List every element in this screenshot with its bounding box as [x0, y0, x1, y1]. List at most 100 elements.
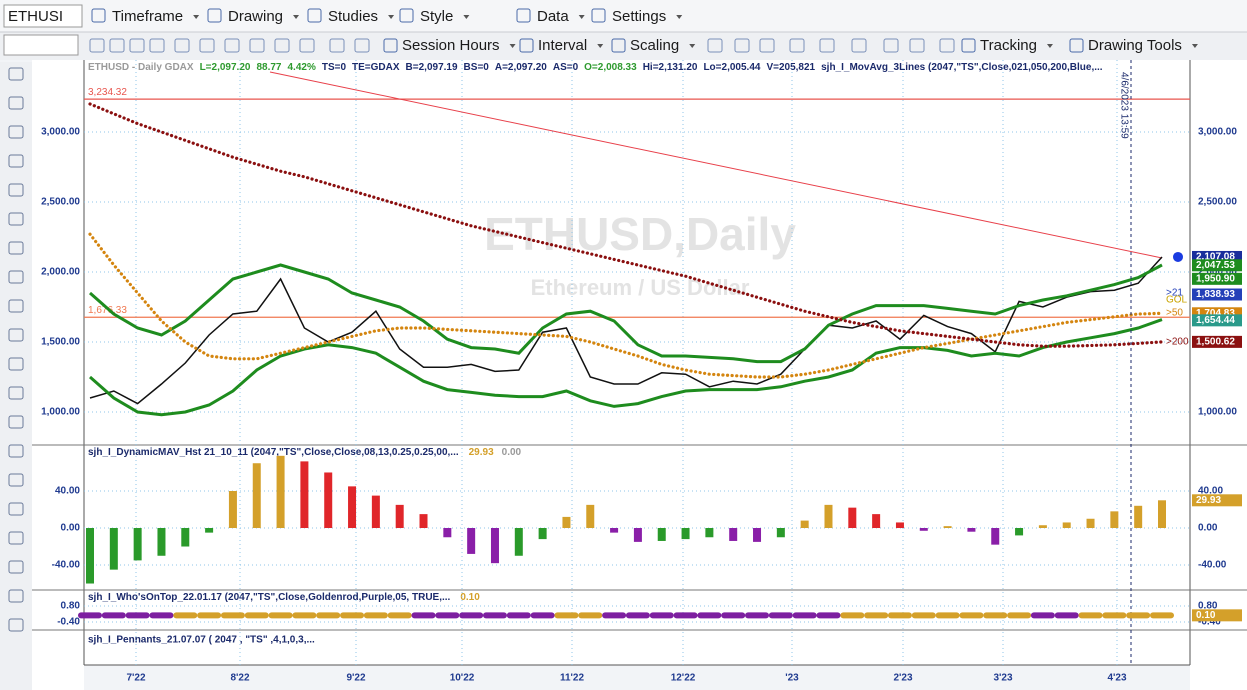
- tool[interactable]: [8, 531, 24, 545]
- who-dot: [1054, 612, 1079, 619]
- hist-bar: [1062, 522, 1071, 529]
- icon: [519, 38, 534, 53]
- toolbar-button[interactable]: Style: [420, 8, 453, 25]
- icon: [591, 8, 606, 23]
- tool[interactable]: [8, 589, 24, 603]
- series-line: [89, 318, 1163, 417]
- tool[interactable]: [8, 241, 24, 255]
- tool-button[interactable]: [883, 38, 899, 53]
- tool[interactable]: [8, 502, 24, 516]
- x-tick-label: 7'22: [126, 673, 146, 684]
- tool-button[interactable]: [274, 38, 290, 53]
- toolbar-button[interactable]: Drawing Tools: [1088, 37, 1182, 54]
- who-dot: [578, 612, 603, 619]
- hist-bar: [991, 528, 1000, 545]
- y-tick-label: 3,000.00: [1198, 127, 1237, 138]
- price-tag-label: 1,500.62: [1196, 337, 1235, 348]
- who-dot: [149, 612, 174, 619]
- series-line: [88, 232, 1164, 379]
- hist-bar: [419, 514, 428, 529]
- tool[interactable]: [8, 618, 24, 632]
- tool[interactable]: [8, 96, 24, 110]
- who-dot: [1102, 612, 1127, 619]
- tool-button[interactable]: [329, 38, 345, 53]
- tool[interactable]: [8, 357, 24, 371]
- hist-bar: [729, 528, 738, 541]
- tool-button[interactable]: [707, 38, 723, 53]
- tool[interactable]: [8, 299, 24, 313]
- who-dot: [435, 612, 460, 619]
- hist-bar: [776, 528, 785, 538]
- y-tick-label: 1,000.00: [1198, 407, 1237, 418]
- tool-icons: [8, 67, 24, 632]
- toolbar-button[interactable]: Data: [537, 8, 569, 25]
- x-tick-label: 10'22: [450, 673, 475, 684]
- tool[interactable]: [8, 473, 24, 487]
- who-dot: [697, 612, 722, 619]
- tool[interactable]: [8, 415, 24, 429]
- icon: [207, 8, 222, 23]
- hist-bar: [157, 528, 166, 556]
- symbol[interactable]: ETHUSI: [8, 8, 63, 25]
- hist-bar: [633, 528, 642, 542]
- price-tag: [1192, 314, 1242, 327]
- toolbar-button[interactable]: Interval: [538, 37, 587, 54]
- who-dot: [340, 612, 365, 619]
- tool-button[interactable]: [174, 38, 190, 53]
- who-tag: [1192, 609, 1242, 622]
- tool[interactable]: [8, 183, 24, 197]
- tool-button[interactable]: [109, 38, 125, 53]
- tool-button[interactable]: [909, 38, 925, 53]
- dropdown-arrow: [388, 15, 395, 19]
- status-item: 88.77: [256, 62, 281, 73]
- hist-bar: [443, 528, 452, 538]
- tool-button[interactable]: [249, 38, 265, 53]
- tool-button[interactable]: [734, 38, 750, 53]
- tool-button[interactable]: [939, 38, 955, 53]
- who-dot: [1030, 612, 1055, 619]
- tool[interactable]: [8, 444, 24, 458]
- toolbar-button[interactable]: Tracking: [980, 37, 1037, 54]
- tool-button[interactable]: [759, 38, 775, 53]
- who-dot: [649, 612, 674, 619]
- x-tick-label: 9'22: [346, 673, 366, 684]
- tool[interactable]: [8, 560, 24, 574]
- toolbar-button[interactable]: Scaling: [630, 37, 679, 54]
- tool-button[interactable]: [224, 38, 240, 53]
- y-tick-label: 1,500.00: [41, 337, 80, 348]
- toolbar-button[interactable]: Settings: [612, 8, 666, 25]
- tool-button[interactable]: [89, 38, 105, 53]
- tool[interactable]: [8, 125, 24, 139]
- dropdown[interactable]: [3, 34, 79, 56]
- tool[interactable]: [8, 328, 24, 342]
- tool-button[interactable]: [789, 38, 805, 53]
- tool[interactable]: [8, 154, 24, 168]
- status-item: Hi=2,131.20: [643, 62, 698, 73]
- y-tick-label: 40.00: [55, 486, 80, 497]
- tool-button[interactable]: [819, 38, 835, 53]
- hist-tag-label: 29.93: [1196, 495, 1221, 506]
- icon: [611, 38, 626, 53]
- tool[interactable]: [8, 67, 24, 81]
- symbol-box[interactable]: [3, 4, 83, 28]
- toolbar-button[interactable]: Session Hours: [402, 37, 500, 54]
- toolbar-button[interactable]: Drawing: [228, 8, 283, 25]
- toolbar-button[interactable]: Timeframe: [112, 8, 183, 25]
- tool-button[interactable]: [149, 38, 165, 53]
- cursor-label: 4/6/2023 13:59: [1118, 72, 1129, 139]
- toolbar-button[interactable]: Studies: [328, 8, 378, 25]
- tool-button[interactable]: [299, 38, 315, 53]
- tool-button[interactable]: [354, 38, 370, 53]
- tool[interactable]: [8, 212, 24, 226]
- tool-button[interactable]: [199, 38, 215, 53]
- who-dot: [125, 612, 150, 619]
- tool-button[interactable]: [129, 38, 145, 53]
- tool-button[interactable]: [851, 38, 867, 53]
- ma-label: >50: [1166, 308, 1183, 319]
- hist-bar: [252, 463, 261, 529]
- hist-bar: [1110, 511, 1119, 529]
- who-tag-label: 0.10: [1196, 610, 1216, 621]
- tool[interactable]: [8, 386, 24, 400]
- tool[interactable]: [8, 270, 24, 284]
- hist-bar: [181, 528, 190, 547]
